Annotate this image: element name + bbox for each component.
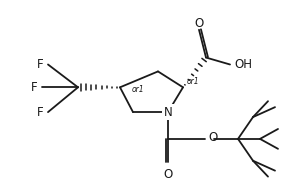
Text: O: O <box>208 131 217 144</box>
Text: or1: or1 <box>187 77 200 86</box>
Text: F: F <box>30 81 37 94</box>
Text: O: O <box>194 17 204 30</box>
Text: F: F <box>38 106 44 119</box>
Text: N: N <box>163 106 172 119</box>
Text: O: O <box>163 168 173 181</box>
Text: F: F <box>38 58 44 71</box>
Text: OH: OH <box>234 58 252 71</box>
Text: or1: or1 <box>132 85 145 94</box>
